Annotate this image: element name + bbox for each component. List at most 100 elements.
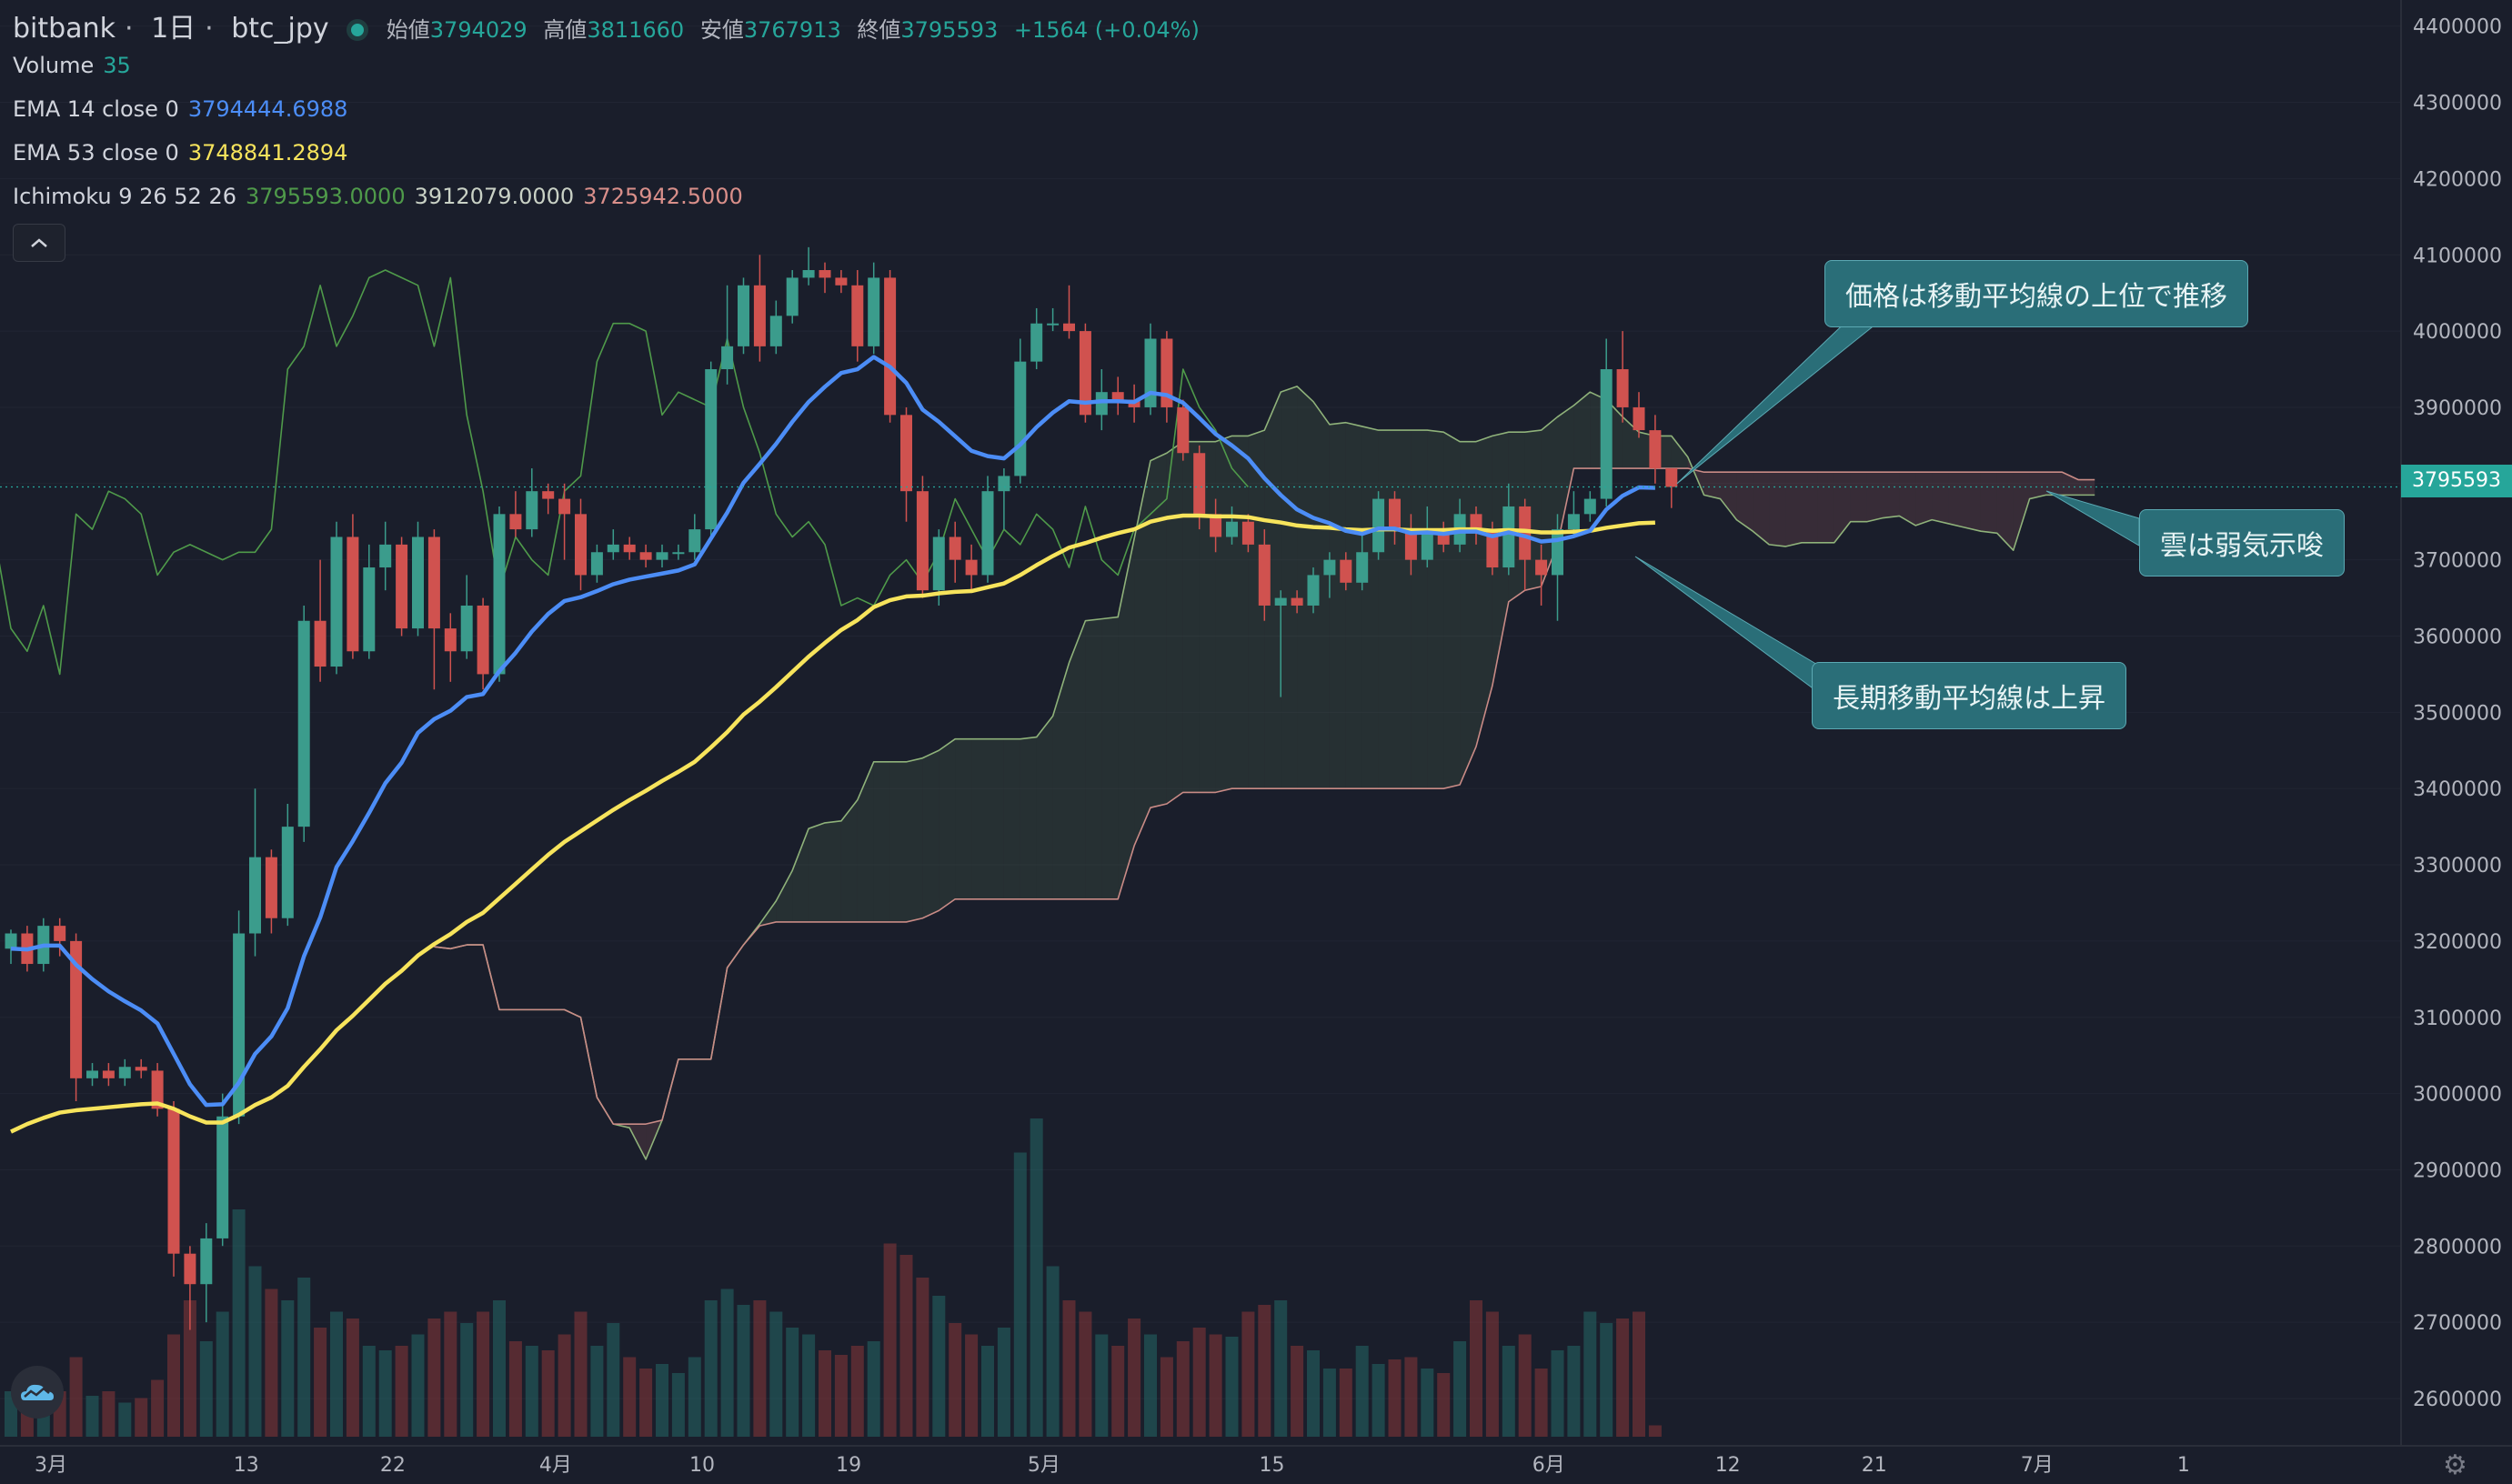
kumo-cloud-segment [1345,422,1362,789]
ema14-legend[interactable]: EMA 14 close 0 3794444.6988 [13,96,357,122]
price-tick-label: 4200000 [2413,168,2502,191]
volume-bar [1079,1311,1092,1437]
volume-bar [607,1323,620,1437]
kumo-cloud-segment [1394,430,1412,789]
collapse-legend-button[interactable] [13,224,65,262]
ema53-legend[interactable]: EMA 53 close 0 3748841.2894 [13,140,357,165]
volume-bar [558,1334,571,1437]
time-tick-label: 15 [1260,1454,1285,1477]
ichimoku-legend[interactable]: Ichimoku 9 26 52 26 3795593.0000 3912079.0… [13,184,752,209]
price-tick-label: 4400000 [2413,16,2502,39]
volume-bar [1567,1346,1581,1437]
callout-long-ma-rising[interactable]: 長期移動平均線は上昇 [1812,662,2126,729]
chikou-span-line [0,269,1250,676]
volume-bar [1111,1346,1125,1437]
candle-body [216,1116,229,1238]
kumo-cloud-segment [1020,737,1037,899]
volume-bar [493,1300,506,1437]
price-tick-label: 3000000 [2413,1084,2502,1107]
volume-bar [737,1305,750,1437]
callout-cloud-bearish[interactable]: 雲は弱気示唆 [2139,509,2345,577]
volume-bar [541,1350,555,1437]
kumo-cloud-segment [1996,472,2014,551]
volume-bar [444,1311,457,1437]
candle-body [835,277,848,286]
volume-bar [590,1346,604,1437]
volume-bar [965,1334,979,1437]
volume-bar [1534,1369,1548,1437]
volume-bar [786,1328,799,1437]
candle-body [297,620,310,827]
candle-body [363,567,376,652]
volume-bar [1404,1357,1418,1437]
gear-icon[interactable]: ⚙ [2443,1449,2467,1481]
low-value: 3767913 [743,17,841,43]
kumo-cloud-segment [1557,405,1574,545]
candle-body [1274,597,1287,606]
kumo-cloud-segment [2029,472,2046,499]
candle-body [542,491,555,499]
kumo-cloud-segment [1329,422,1346,789]
candle-body [607,544,619,553]
kumo-cloud-segment [889,761,907,922]
candle-body [427,536,440,629]
candle-body [672,552,685,555]
kumo-cloud-segment [1460,441,1476,786]
high-label: 高値 [543,17,588,43]
candle-body [347,536,359,652]
volume-bar [346,1319,359,1437]
candle-body [1063,323,1075,332]
volume-bar [1209,1334,1222,1437]
candle-body [656,552,668,560]
kumo-cloud-segment [1817,472,1834,543]
ichimoku-value-2: 3912079.0000 [414,184,575,209]
kumo-cloud-segment [1248,430,1265,789]
candle-body [151,1070,164,1109]
candle-body [1649,430,1662,469]
high-value: 3811660 [587,17,685,43]
kumo-cloud-segment [1215,436,1232,793]
change-value: +1564 (+0.04%) [1013,17,1200,43]
volume-bar [1388,1359,1402,1437]
kumo-cloud-segment [1932,472,1949,524]
volume-bar [411,1334,425,1437]
volume-bar [1176,1341,1190,1437]
volume-bar [639,1369,653,1437]
volume-bar [1437,1373,1451,1437]
volume-bar [671,1373,685,1437]
candle-body [1567,514,1580,530]
candle-body [900,415,912,492]
tradingview-logo[interactable] [11,1366,64,1419]
kumo-cloud-segment [1866,472,1884,522]
open-value: 3794029 [429,17,528,43]
kumo-cloud-segment [1980,472,1997,534]
volume-bar [1600,1323,1613,1437]
kumo-cloud-segment [1883,472,1900,518]
price-tick-label: 2900000 [2413,1159,2502,1182]
volume-bar [1470,1300,1482,1437]
kumo-cloud-segment [2045,472,2063,496]
volume-legend[interactable]: Volume 35 [13,53,140,78]
price-tick-label: 3600000 [2413,627,2502,649]
volume-bar [1339,1369,1352,1437]
volume-bar [1095,1334,1109,1437]
time-tick-label: 19 [836,1454,861,1477]
volume-bar [102,1391,116,1437]
candle-body [1470,514,1482,530]
callout-price-above-ma[interactable]: 価格は移動平均線の上位で推移 [1824,260,2248,327]
price-tick-label: 3200000 [2413,931,2502,954]
volume-bar [362,1346,376,1437]
volume-bar [574,1311,588,1437]
interval-label[interactable]: 1日 [151,13,196,45]
candle-body [1177,406,1190,454]
volume-bar [118,1402,132,1437]
ema14-line [10,355,1655,1108]
volume-bar [1453,1341,1467,1437]
price-tick-label: 4300000 [2413,93,2502,115]
candle-body [705,369,718,530]
kumo-cloud-segment [776,870,793,922]
chevron-up-icon [31,238,47,247]
candle-body [1583,498,1596,515]
kumo-cloud-segment [1899,472,1916,526]
